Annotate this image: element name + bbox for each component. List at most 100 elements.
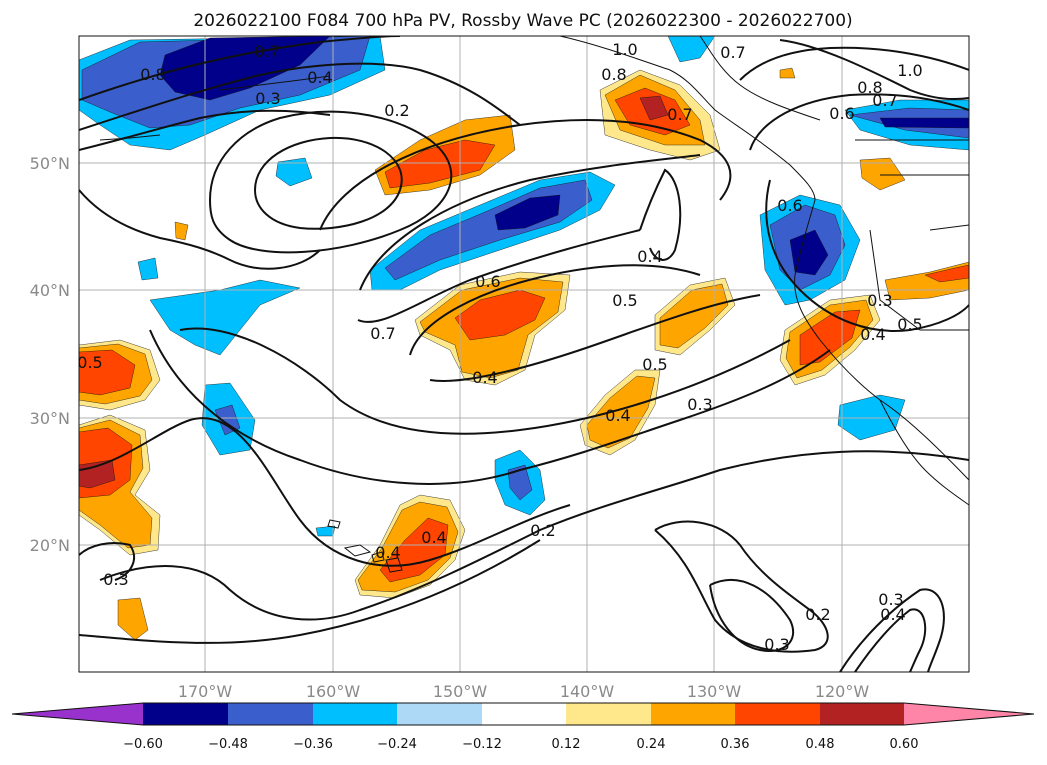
contour-label: 0.4 (880, 605, 905, 624)
positive-anomaly-region (779, 67, 796, 79)
contour-label: 0.8 (857, 78, 882, 97)
negative-anomaly-region (789, 229, 829, 276)
lon-tick-label: 170°W (178, 682, 233, 701)
contour-label: 0.2 (384, 101, 409, 120)
colorbar: −0.60 −0.48 −0.36 −0.24 −0.12 0.12 0.24 … (11, 702, 1035, 752)
map-panel: 0.7 0.8 0.4 0.3 0.2 1.0 0.8 0.7 0.7 0.8 … (77, 36, 969, 672)
contour-label: 0.8 (601, 65, 626, 84)
contour-label: 0.5 (612, 291, 637, 310)
colorbar-tick-label: 0.60 (890, 737, 919, 752)
graticule (79, 36, 969, 672)
contour-label: 0.3 (878, 590, 903, 609)
colorbar-tick-label: −0.36 (293, 737, 333, 752)
contour-label: 0.4 (472, 368, 497, 387)
colorbar-extend-high (904, 703, 1034, 725)
positive-anomaly-region (174, 221, 189, 241)
positive-anomaly-region (924, 264, 969, 283)
lon-tick-label: 130°W (687, 682, 742, 701)
contour-label: 0.4 (421, 528, 446, 547)
contour-label: 0.8 (140, 65, 165, 84)
colorbar-segment (397, 703, 482, 725)
positive-anomaly-region (799, 309, 861, 366)
colorbar-segment (566, 703, 651, 725)
coastlines (99, 36, 969, 573)
contour-label: 0.4 (860, 325, 885, 344)
contour-label: 0.4 (637, 247, 662, 266)
contour-label: 0.7 (872, 91, 897, 110)
colorbar-segment (651, 703, 735, 725)
negative-anomaly-region (667, 36, 716, 63)
contour-label: 0.3 (867, 291, 892, 310)
contour-label: 0.4 (307, 68, 332, 87)
contour-label: 0.6 (829, 104, 854, 123)
negative-anomaly-region (879, 117, 969, 129)
lat-tick-label: 30°N (30, 409, 70, 428)
negative-anomaly-region (315, 525, 336, 537)
contour-label: 0.3 (764, 635, 789, 654)
positive-anomaly-region (79, 459, 116, 489)
lon-tick-label: 140°W (560, 682, 615, 701)
contour-label: 1.0 (897, 61, 922, 80)
contour-label: 0.5 (642, 355, 667, 374)
contour-label: 0.6 (475, 272, 500, 291)
lon-tick-label: 120°W (815, 682, 870, 701)
positive-anomaly-region (639, 95, 669, 121)
map-frame (78, 35, 970, 673)
negative-anomaly-region (275, 157, 313, 187)
negative-anomaly-region (494, 194, 561, 231)
figure-title: 2026022100 F084 700 hPa PV, Rossby Wave … (193, 11, 852, 31)
contour-label: 0.7 (254, 42, 279, 61)
contour-label: 0.4 (375, 543, 400, 562)
contour-label: 0.2 (530, 521, 555, 540)
contour-label: 0.5 (897, 315, 922, 334)
positive-anomaly-region (659, 283, 729, 349)
positive-anomaly-region (117, 597, 149, 641)
lon-tick-label: 150°W (433, 682, 488, 701)
colorbar-segment (482, 703, 566, 725)
positive-anomaly-region (384, 139, 496, 189)
colorbar-tick-label: −0.60 (123, 737, 163, 752)
contour-label: 1.0 (612, 40, 637, 59)
shaded-pv-anomaly (79, 36, 969, 641)
colorbar-tick-label: −0.24 (377, 737, 417, 752)
contour-label: 0.3 (687, 395, 712, 414)
negative-anomaly-region (137, 257, 159, 281)
positive-anomaly-region (454, 289, 546, 341)
negative-anomaly-region (507, 464, 533, 501)
colorbar-segment (143, 703, 228, 725)
colorbar-segment (820, 703, 904, 725)
contour-label: 0.4 (605, 406, 630, 425)
contour-label: 0.7 (667, 105, 692, 124)
positive-anomaly-region (586, 375, 656, 449)
colorbar-tick-label: 0.12 (552, 737, 581, 752)
lat-tick-label: 40°N (30, 281, 70, 300)
contour-label: 0.6 (777, 196, 802, 215)
colorbar-tick-label: −0.48 (208, 737, 248, 752)
colorbar-segment (313, 703, 397, 725)
contour-label: 0.3 (103, 570, 128, 589)
contour-label: 0.5 (77, 353, 102, 372)
colorbar-ticks: −0.60 −0.48 −0.36 −0.24 −0.12 0.12 0.24 … (123, 737, 918, 752)
contour-label: 0.2 (805, 605, 830, 624)
colorbar-segment (735, 703, 820, 725)
contour-label: 0.7 (370, 324, 395, 343)
lat-tick-labels: 50°N 40°N 30°N 20°N (30, 154, 70, 555)
colorbar-tick-label: −0.12 (462, 737, 502, 752)
negative-anomaly-region (149, 279, 301, 356)
colorbar-extend-low (12, 703, 143, 725)
positive-anomaly-region (79, 349, 136, 396)
colorbar-segment (228, 703, 313, 725)
pv-contours (79, 36, 969, 672)
contour-label: 0.3 (255, 89, 280, 108)
colorbar-tick-label: 0.24 (637, 737, 666, 752)
contour-labels: 0.7 0.8 0.4 0.3 0.2 1.0 0.8 0.7 0.7 0.8 … (77, 40, 923, 654)
colorbar-tick-label: 0.36 (721, 737, 750, 752)
lon-tick-labels: 170°W 160°W 150°W 140°W 130°W 120°W (178, 682, 870, 701)
lat-tick-label: 20°N (30, 536, 70, 555)
positive-anomaly-region (859, 157, 906, 191)
colorbar-tick-label: 0.48 (806, 737, 835, 752)
lon-tick-label: 160°W (306, 682, 361, 701)
lat-tick-label: 50°N (30, 154, 70, 173)
negative-anomaly-region (159, 36, 331, 101)
